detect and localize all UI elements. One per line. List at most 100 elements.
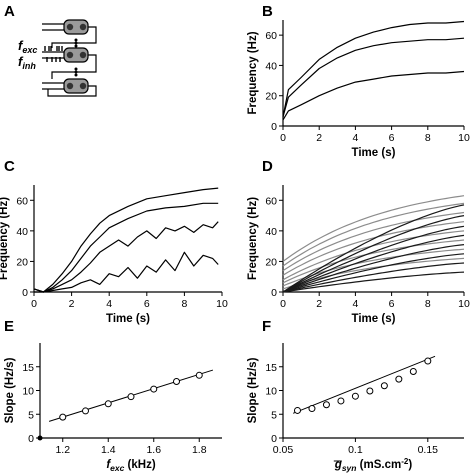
x-tick-label: 0 (31, 298, 37, 310)
series-line-2 (282, 202, 465, 267)
x-tick-label: 1.8 (192, 444, 207, 456)
y-tick-label: 60 (265, 30, 277, 42)
y-tick-label: 60 (265, 195, 277, 207)
x-tick-label: 8 (181, 298, 187, 310)
x-axis-label: Time (s) (106, 313, 150, 325)
data-point (195, 371, 203, 379)
x-tick-label: 6 (389, 298, 395, 310)
series-line-4 (282, 221, 465, 276)
series-line-15 (282, 262, 465, 293)
chart-panel-c: 0 2 4 6 8 10 0 20 40 60 Time (s) Frequency (Hz) (0, 185, 228, 325)
y-tick-label: 0 (271, 287, 277, 299)
f-exc-label: fexc (18, 38, 37, 55)
y-tick-label: 0 (28, 433, 34, 445)
series-line-11 (282, 225, 465, 293)
x-tick-label: 0 (280, 298, 286, 310)
y-axis-label: Frequency (Hz) (247, 31, 259, 114)
y-axis-label: Slope (Hz/s) (4, 357, 16, 423)
series-line-16 (282, 271, 465, 293)
x-tick-label: 8 (425, 132, 431, 144)
x-tick-label: 0.05 (273, 444, 294, 456)
data-point (424, 357, 432, 365)
y-tick-label: 15 (265, 362, 277, 374)
series-line-1 (282, 20, 465, 118)
neuron-1 (63, 19, 89, 35)
x-tick-label: 10 (458, 298, 470, 310)
x-tick-label: 4 (352, 132, 358, 144)
y-tick-label: 40 (265, 226, 277, 238)
y-tick-label: 0 (271, 433, 277, 445)
y-tick-label: 20 (265, 256, 277, 268)
series-line-10 (282, 215, 465, 293)
y-tick-label: 5 (271, 409, 277, 421)
x-tick-label: 6 (389, 132, 395, 144)
x-tick-label: 10 (458, 132, 470, 144)
data-point (351, 392, 359, 400)
y-tick-label: 5 (28, 409, 34, 421)
series-line-1 (282, 195, 465, 262)
series-line-4 (34, 251, 219, 293)
series-line-14 (282, 253, 465, 293)
origin-marker (37, 435, 43, 441)
f-inh-label: finh (18, 54, 36, 71)
chart-panel-f: 0.05 0.1 0.15 0 5 10 15 gsyn (mS.cm-2) Slope (Hz… (247, 343, 464, 473)
data-point (337, 397, 345, 405)
series-line-9 (282, 204, 465, 293)
data-point (380, 382, 388, 390)
series-line-13 (282, 244, 465, 293)
y-tick-label: 40 (16, 226, 28, 238)
y-tick-label: 15 (22, 362, 34, 374)
data-point (82, 407, 89, 415)
x-tick-label: 0.1 (348, 444, 363, 456)
y-tick-label: 20 (265, 91, 277, 103)
x-tick-label: 4 (352, 298, 358, 310)
y-tick-label: 40 (265, 60, 277, 72)
series-line-2 (33, 202, 219, 293)
series-line-2 (282, 37, 465, 118)
y-tick-label: 0 (271, 121, 277, 133)
x-tick-label: 0.15 (418, 444, 439, 456)
data-point (395, 375, 403, 383)
x-tick-label: 6 (144, 298, 150, 310)
data-point (104, 400, 112, 408)
y-tick-label: 0 (22, 287, 28, 299)
y-axis-label: Frequency (Hz) (247, 197, 259, 280)
data-point (59, 413, 67, 421)
x-axis-label: Time (s) (352, 313, 396, 325)
y-tick-label: 10 (22, 386, 34, 398)
network-schematic (42, 19, 97, 97)
x-tick-label: 2 (316, 298, 322, 310)
panel-label-d: D (262, 158, 273, 175)
series-line-3 (282, 211, 465, 272)
data-point (150, 385, 158, 393)
neuron-3 (63, 78, 89, 94)
x-axis-label: fexc (kHz) (106, 459, 156, 473)
series-line-3 (282, 70, 465, 121)
panel-label-c: C (4, 158, 15, 175)
chart-panel-e: 1.2 1.4 1.6 1.8 0 5 10 15 fexc (kHz) Slope (Hz/s) (4, 343, 222, 473)
x-tick-label: 8 (425, 298, 431, 310)
x-axis-label: Time (s) (352, 147, 396, 159)
data-point (322, 401, 330, 409)
x-tick-label: 2 (316, 132, 322, 144)
x-tick-label: 1.4 (101, 444, 116, 456)
y-tick-label: 10 (265, 386, 277, 398)
series-line-1 (33, 187, 219, 293)
y-axis-label: Frequency (Hz) (0, 197, 10, 280)
panel-label-b: B (262, 3, 273, 20)
x-tick-label: 4 (106, 298, 112, 310)
panel-label-f: F (262, 318, 271, 335)
data-point (127, 393, 135, 401)
data-point (366, 387, 374, 395)
neuron-2 (63, 47, 89, 63)
y-axis-label: Slope (Hz/s) (247, 357, 259, 423)
x-tick-label: 10 (216, 298, 228, 310)
y-tick-label: 20 (16, 256, 28, 268)
series-line-3 (33, 221, 219, 293)
y-tick-label: 60 (16, 195, 28, 207)
data-point (293, 406, 301, 414)
panel-label-e: E (4, 318, 14, 335)
panel-label-a: A (4, 3, 15, 20)
data-point (409, 368, 417, 375)
